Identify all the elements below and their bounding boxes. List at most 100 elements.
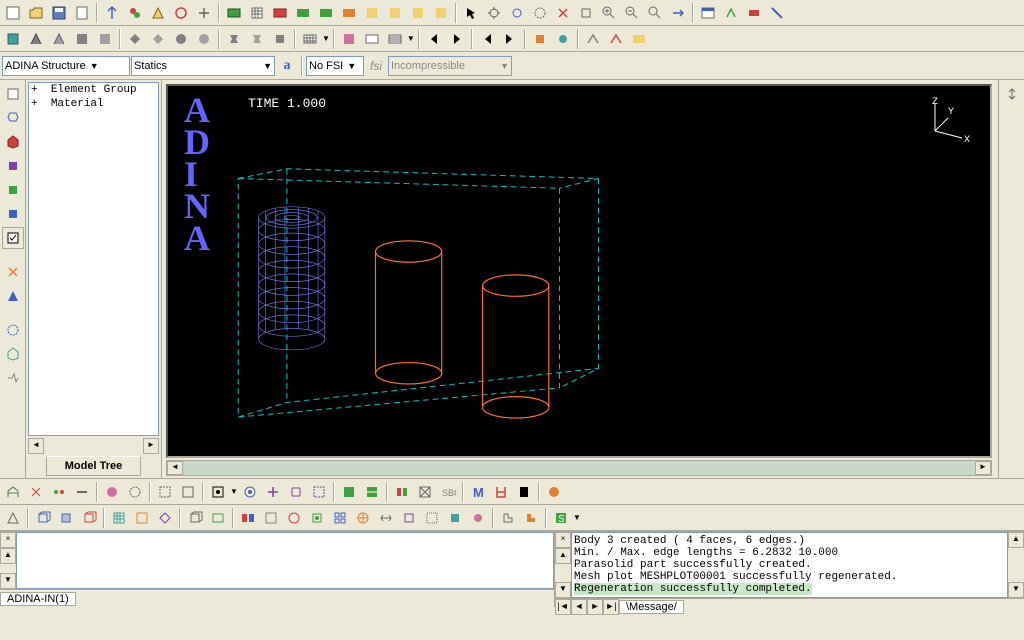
toolbar-button[interactable] bbox=[361, 481, 383, 503]
toolbar-button[interactable] bbox=[552, 28, 574, 50]
toolbar-button[interactable] bbox=[628, 28, 650, 50]
toolbar-button[interactable] bbox=[237, 507, 259, 529]
toolbar-button[interactable] bbox=[124, 2, 146, 24]
viewport-scrollbar[interactable]: ◄► bbox=[166, 460, 992, 476]
toolbar-button[interactable] bbox=[529, 28, 551, 50]
side-button[interactable] bbox=[2, 131, 24, 153]
toolbar-button[interactable] bbox=[552, 2, 574, 24]
toolbar-button[interactable] bbox=[184, 507, 206, 529]
toolbar-button[interactable] bbox=[108, 507, 130, 529]
toolbar-button[interactable] bbox=[338, 481, 360, 503]
toolbar-button[interactable] bbox=[299, 28, 321, 50]
toolbar-button[interactable] bbox=[467, 507, 489, 529]
toolbar-button[interactable] bbox=[246, 2, 268, 24]
toolbar-button[interactable] bbox=[384, 28, 406, 50]
toolbar-button[interactable] bbox=[48, 28, 70, 50]
toolbar-button[interactable]: a bbox=[276, 55, 298, 77]
toolbar-button[interactable] bbox=[223, 28, 245, 50]
toolbar-button[interactable] bbox=[490, 481, 512, 503]
side-button[interactable] bbox=[2, 285, 24, 307]
open-icon[interactable] bbox=[25, 2, 47, 24]
fsi-icon[interactable]: fsi bbox=[365, 55, 387, 77]
toolbar-button[interactable] bbox=[361, 28, 383, 50]
toolbar-button[interactable] bbox=[2, 481, 24, 503]
toolbar-button[interactable] bbox=[260, 507, 282, 529]
toolbar-button[interactable] bbox=[246, 28, 268, 50]
tree-item[interactable]: + Material bbox=[29, 97, 158, 111]
toolbar-button[interactable] bbox=[124, 481, 146, 503]
last-icon[interactable] bbox=[499, 28, 521, 50]
toolbar-button[interactable] bbox=[223, 2, 245, 24]
side-button[interactable] bbox=[2, 343, 24, 365]
zoom-in-icon[interactable] bbox=[598, 2, 620, 24]
toolbar-button[interactable] bbox=[94, 28, 116, 50]
toolbar-button[interactable] bbox=[520, 507, 542, 529]
tree-scrollbar[interactable]: ◄► bbox=[28, 438, 159, 454]
toolbar-button[interactable] bbox=[543, 481, 565, 503]
toolbar-button[interactable] bbox=[262, 481, 284, 503]
toolbar-button[interactable] bbox=[338, 28, 360, 50]
toolbar-button[interactable]: S bbox=[550, 507, 572, 529]
toolbar-button[interactable] bbox=[193, 28, 215, 50]
toolbar-button[interactable]: M bbox=[467, 481, 489, 503]
side-button[interactable] bbox=[2, 83, 24, 105]
output-scroll-right[interactable]: ▲▼ bbox=[1008, 532, 1024, 598]
side-button[interactable] bbox=[2, 179, 24, 201]
toolbar-button[interactable] bbox=[78, 507, 100, 529]
toolbar-button[interactable] bbox=[384, 2, 406, 24]
toolbar-button[interactable] bbox=[25, 28, 47, 50]
toolbar-button[interactable] bbox=[391, 481, 413, 503]
toolbar-button[interactable] bbox=[361, 2, 383, 24]
toolbar-button[interactable] bbox=[25, 481, 47, 503]
toolbar-button[interactable] bbox=[329, 507, 351, 529]
toolbar-button[interactable] bbox=[207, 507, 229, 529]
model-tree-tab[interactable]: Model Tree bbox=[46, 456, 141, 476]
toolbar-button[interactable] bbox=[71, 2, 93, 24]
toolbar-button[interactable] bbox=[315, 2, 337, 24]
toolbar-button[interactable] bbox=[269, 28, 291, 50]
toolbar-button[interactable] bbox=[308, 481, 330, 503]
tree-item[interactable]: + Element Group bbox=[29, 83, 158, 97]
toolbar-button[interactable] bbox=[720, 2, 742, 24]
toolbar-button[interactable] bbox=[283, 507, 305, 529]
toolbar-button[interactable] bbox=[414, 481, 436, 503]
side-button[interactable] bbox=[2, 107, 24, 129]
toolbar-button[interactable] bbox=[697, 2, 719, 24]
pointer-icon[interactable] bbox=[460, 2, 482, 24]
toolbar-button[interactable] bbox=[2, 2, 24, 24]
toolbar-button[interactable] bbox=[170, 28, 192, 50]
toolbar-button[interactable] bbox=[582, 28, 604, 50]
toolbar-button[interactable] bbox=[2, 507, 24, 529]
output-left-tab[interactable]: ADINA-IN(1) bbox=[0, 592, 76, 606]
toolbar-button[interactable] bbox=[48, 481, 70, 503]
toolbar-button[interactable] bbox=[743, 2, 765, 24]
toolbar-button[interactable] bbox=[285, 481, 307, 503]
toolbar-button[interactable] bbox=[154, 507, 176, 529]
toolbar-button[interactable] bbox=[306, 507, 328, 529]
side-button[interactable] bbox=[2, 227, 24, 249]
toolbar-button[interactable] bbox=[269, 2, 291, 24]
toolbar-button[interactable] bbox=[483, 2, 505, 24]
zoom-out-icon[interactable] bbox=[621, 2, 643, 24]
toolbar-button[interactable] bbox=[2, 28, 24, 50]
output-left-body[interactable] bbox=[16, 532, 554, 589]
tree-body[interactable]: + Element Group + Material bbox=[28, 82, 159, 436]
next-icon[interactable] bbox=[446, 28, 468, 50]
toolbar-button[interactable] bbox=[529, 2, 551, 24]
toolbar-button[interactable] bbox=[239, 481, 261, 503]
toolbar-button[interactable] bbox=[352, 507, 374, 529]
viewport[interactable]: ADINA TIME 1.000 Z Y X bbox=[166, 84, 992, 458]
toolbar-button[interactable] bbox=[407, 2, 429, 24]
toolbar-button[interactable] bbox=[338, 2, 360, 24]
module-dropdown[interactable]: ADINA Structure▼ bbox=[2, 56, 130, 76]
side-button[interactable] bbox=[2, 261, 24, 283]
toolbar-button[interactable] bbox=[154, 481, 176, 503]
output-right-body[interactable]: Body 3 created ( 4 faces, 6 edges.) Min.… bbox=[571, 532, 1008, 598]
toolbar-button[interactable] bbox=[575, 2, 597, 24]
toolbar-button[interactable]: SBC bbox=[437, 481, 459, 503]
toolbar-button[interactable] bbox=[444, 507, 466, 529]
analysis-dropdown[interactable]: Statics▼ bbox=[131, 56, 275, 76]
fsi-dropdown[interactable]: No FSI▼ bbox=[306, 56, 364, 76]
toolbar-button[interactable] bbox=[497, 507, 519, 529]
toolbar-button[interactable] bbox=[101, 2, 123, 24]
